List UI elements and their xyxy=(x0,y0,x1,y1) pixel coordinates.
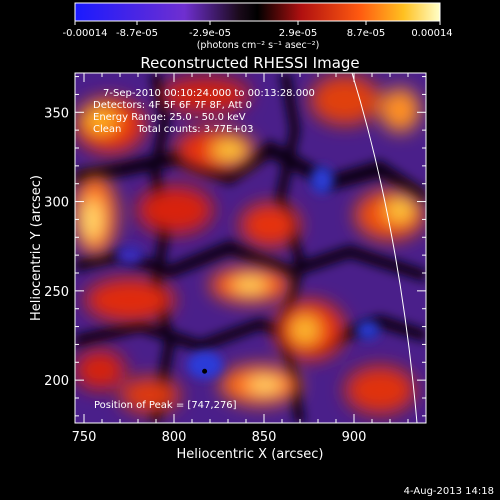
colorbar-tick-label: -8.7e-05 xyxy=(116,28,158,39)
plot-title: Reconstructed RHESSI Image xyxy=(140,54,359,72)
y-tick-label: 300 xyxy=(44,196,69,211)
heatmap-image xyxy=(75,73,426,423)
axis-ticks xyxy=(75,73,427,423)
peak-marker xyxy=(202,368,208,374)
x-tick-label: 900 xyxy=(342,430,367,445)
y-axis-label: Heliocentric Y (arcsec) xyxy=(29,175,44,321)
colorbar-tick-label: 8.7e-05 xyxy=(347,28,385,39)
colorbar-tick-label: 2.9e-05 xyxy=(279,28,317,39)
colorbar-units: (photons cm⁻² s⁻¹ asec⁻²) xyxy=(197,40,320,51)
plot-frame xyxy=(74,72,427,424)
colorbar-tick-label: 0.00014 xyxy=(411,28,452,39)
y-tick-label: 250 xyxy=(44,285,69,300)
annotation-detectors: Detectors: 4F 5F 6F 7F 8F, Att 0 xyxy=(93,100,252,111)
colorbar-gradient xyxy=(74,2,441,22)
annotation-energy: Energy Range: 25.0 - 50.0 keV xyxy=(93,112,246,123)
x-tick-label: 750 xyxy=(72,430,97,445)
x-tick-label: 850 xyxy=(252,430,277,445)
colorbar-tick-label: -2.9e-05 xyxy=(189,28,231,39)
y-tick-label: 350 xyxy=(44,106,69,121)
x-tick-label: 800 xyxy=(162,430,187,445)
colorbar: -0.00014 -8.7e-05 -2.9e-05 2.9e-05 8.7e-… xyxy=(63,2,453,51)
annotation-time-range: 7-Sep-2010 00:10:24.000 to 00:13:28.000 xyxy=(103,88,315,99)
annotation-peak-position: Position of Peak = [747,276] xyxy=(94,400,237,411)
footer-timestamp: 4-Aug-2013 14:18 xyxy=(404,486,494,497)
y-tick-label: 200 xyxy=(44,374,69,389)
x-axis-label: Heliocentric X (arcsec) xyxy=(177,447,324,462)
annotation-method: Clean Total counts: 3.77E+03 xyxy=(93,124,253,135)
solar-limb-arc xyxy=(351,73,418,423)
colorbar-tick-label: -0.00014 xyxy=(63,28,108,39)
